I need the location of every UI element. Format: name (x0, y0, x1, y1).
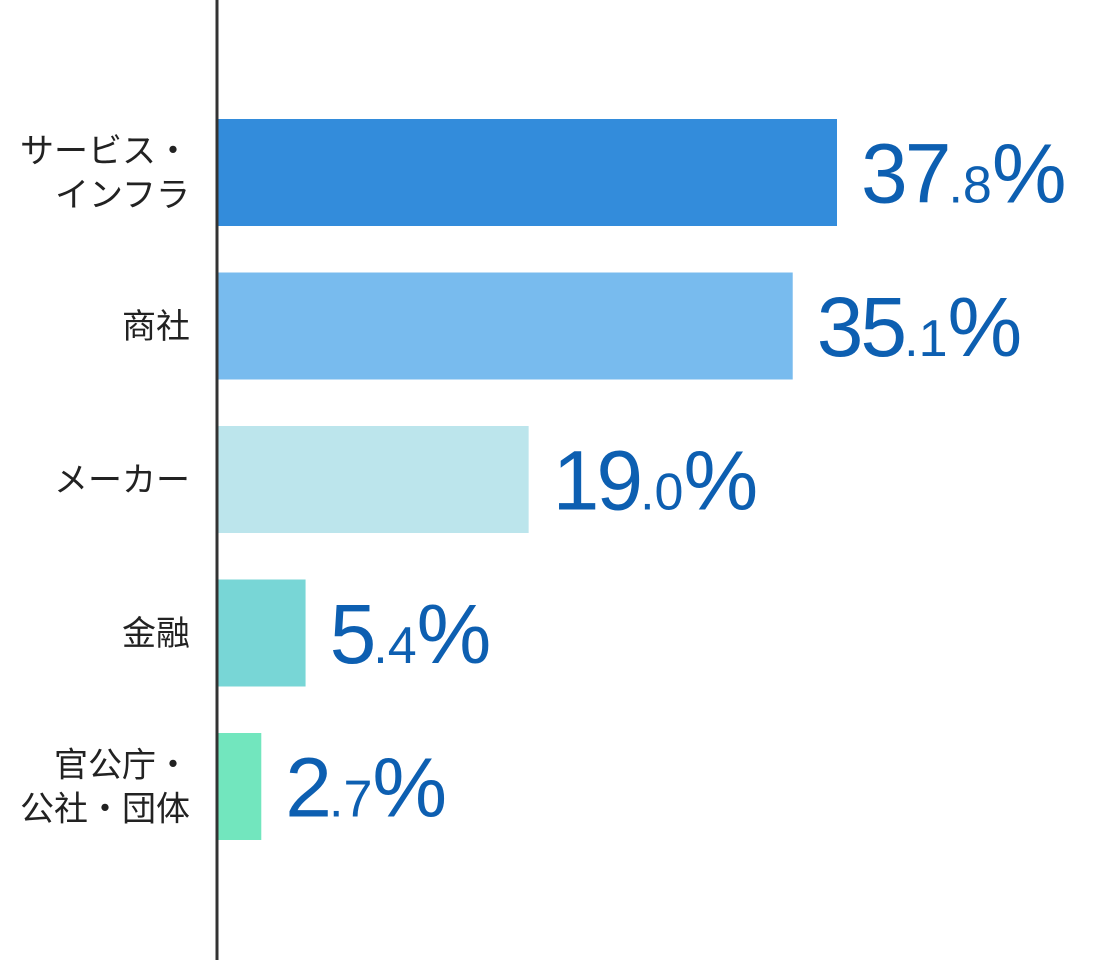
value-label-decimal: .0 (640, 464, 683, 522)
category-label-line: 官公庁・ (54, 746, 190, 786)
value-label-unit: % (948, 280, 1020, 374)
value-label-unit: % (417, 587, 489, 681)
value-label-decimal: .7 (329, 771, 372, 829)
value-label-decimal: .1 (904, 310, 947, 368)
value-label: 19.0% (553, 434, 756, 528)
value-label: 37.8% (861, 127, 1064, 221)
value-labels-group: 37.8%35.1%19.0%5.4%2.7% (285, 127, 1067, 835)
category-label-line: サービス・ (20, 132, 190, 172)
category-label-line: 公社・団体 (20, 790, 190, 830)
value-label-unit: % (372, 741, 444, 835)
bar-0 (217, 119, 837, 226)
value-label-decimal: .8 (948, 157, 991, 215)
category-label: メーカー (54, 461, 190, 501)
bar-4 (217, 733, 262, 840)
category-label-line: 商社 (122, 307, 190, 347)
value-label-unit: % (683, 434, 755, 528)
value-label: 35.1% (817, 280, 1020, 374)
value-label: 5.4% (330, 587, 489, 681)
bar-2 (217, 426, 529, 533)
value-label-integer: 19 (553, 434, 640, 528)
value-label: 2.7% (285, 741, 444, 835)
category-label: サービス・インフラ (20, 132, 190, 216)
value-label-integer: 5 (330, 587, 374, 681)
value-label-unit: % (992, 127, 1064, 221)
category-label-line: メーカー (54, 461, 190, 501)
value-label-integer: 37 (861, 127, 948, 221)
value-label-decimal: .4 (373, 617, 416, 675)
category-label-line: インフラ (55, 176, 190, 216)
bar-1 (217, 272, 793, 380)
bars-group (217, 119, 837, 840)
category-label: 商社 (122, 307, 190, 347)
value-label-integer: 35 (817, 280, 905, 374)
category-label-line: 金融 (122, 614, 190, 654)
bar-3 (217, 579, 306, 687)
category-label: 金融 (122, 614, 190, 654)
value-label-integer: 2 (285, 741, 329, 835)
category-label: 官公庁・公社・団体 (20, 746, 190, 830)
